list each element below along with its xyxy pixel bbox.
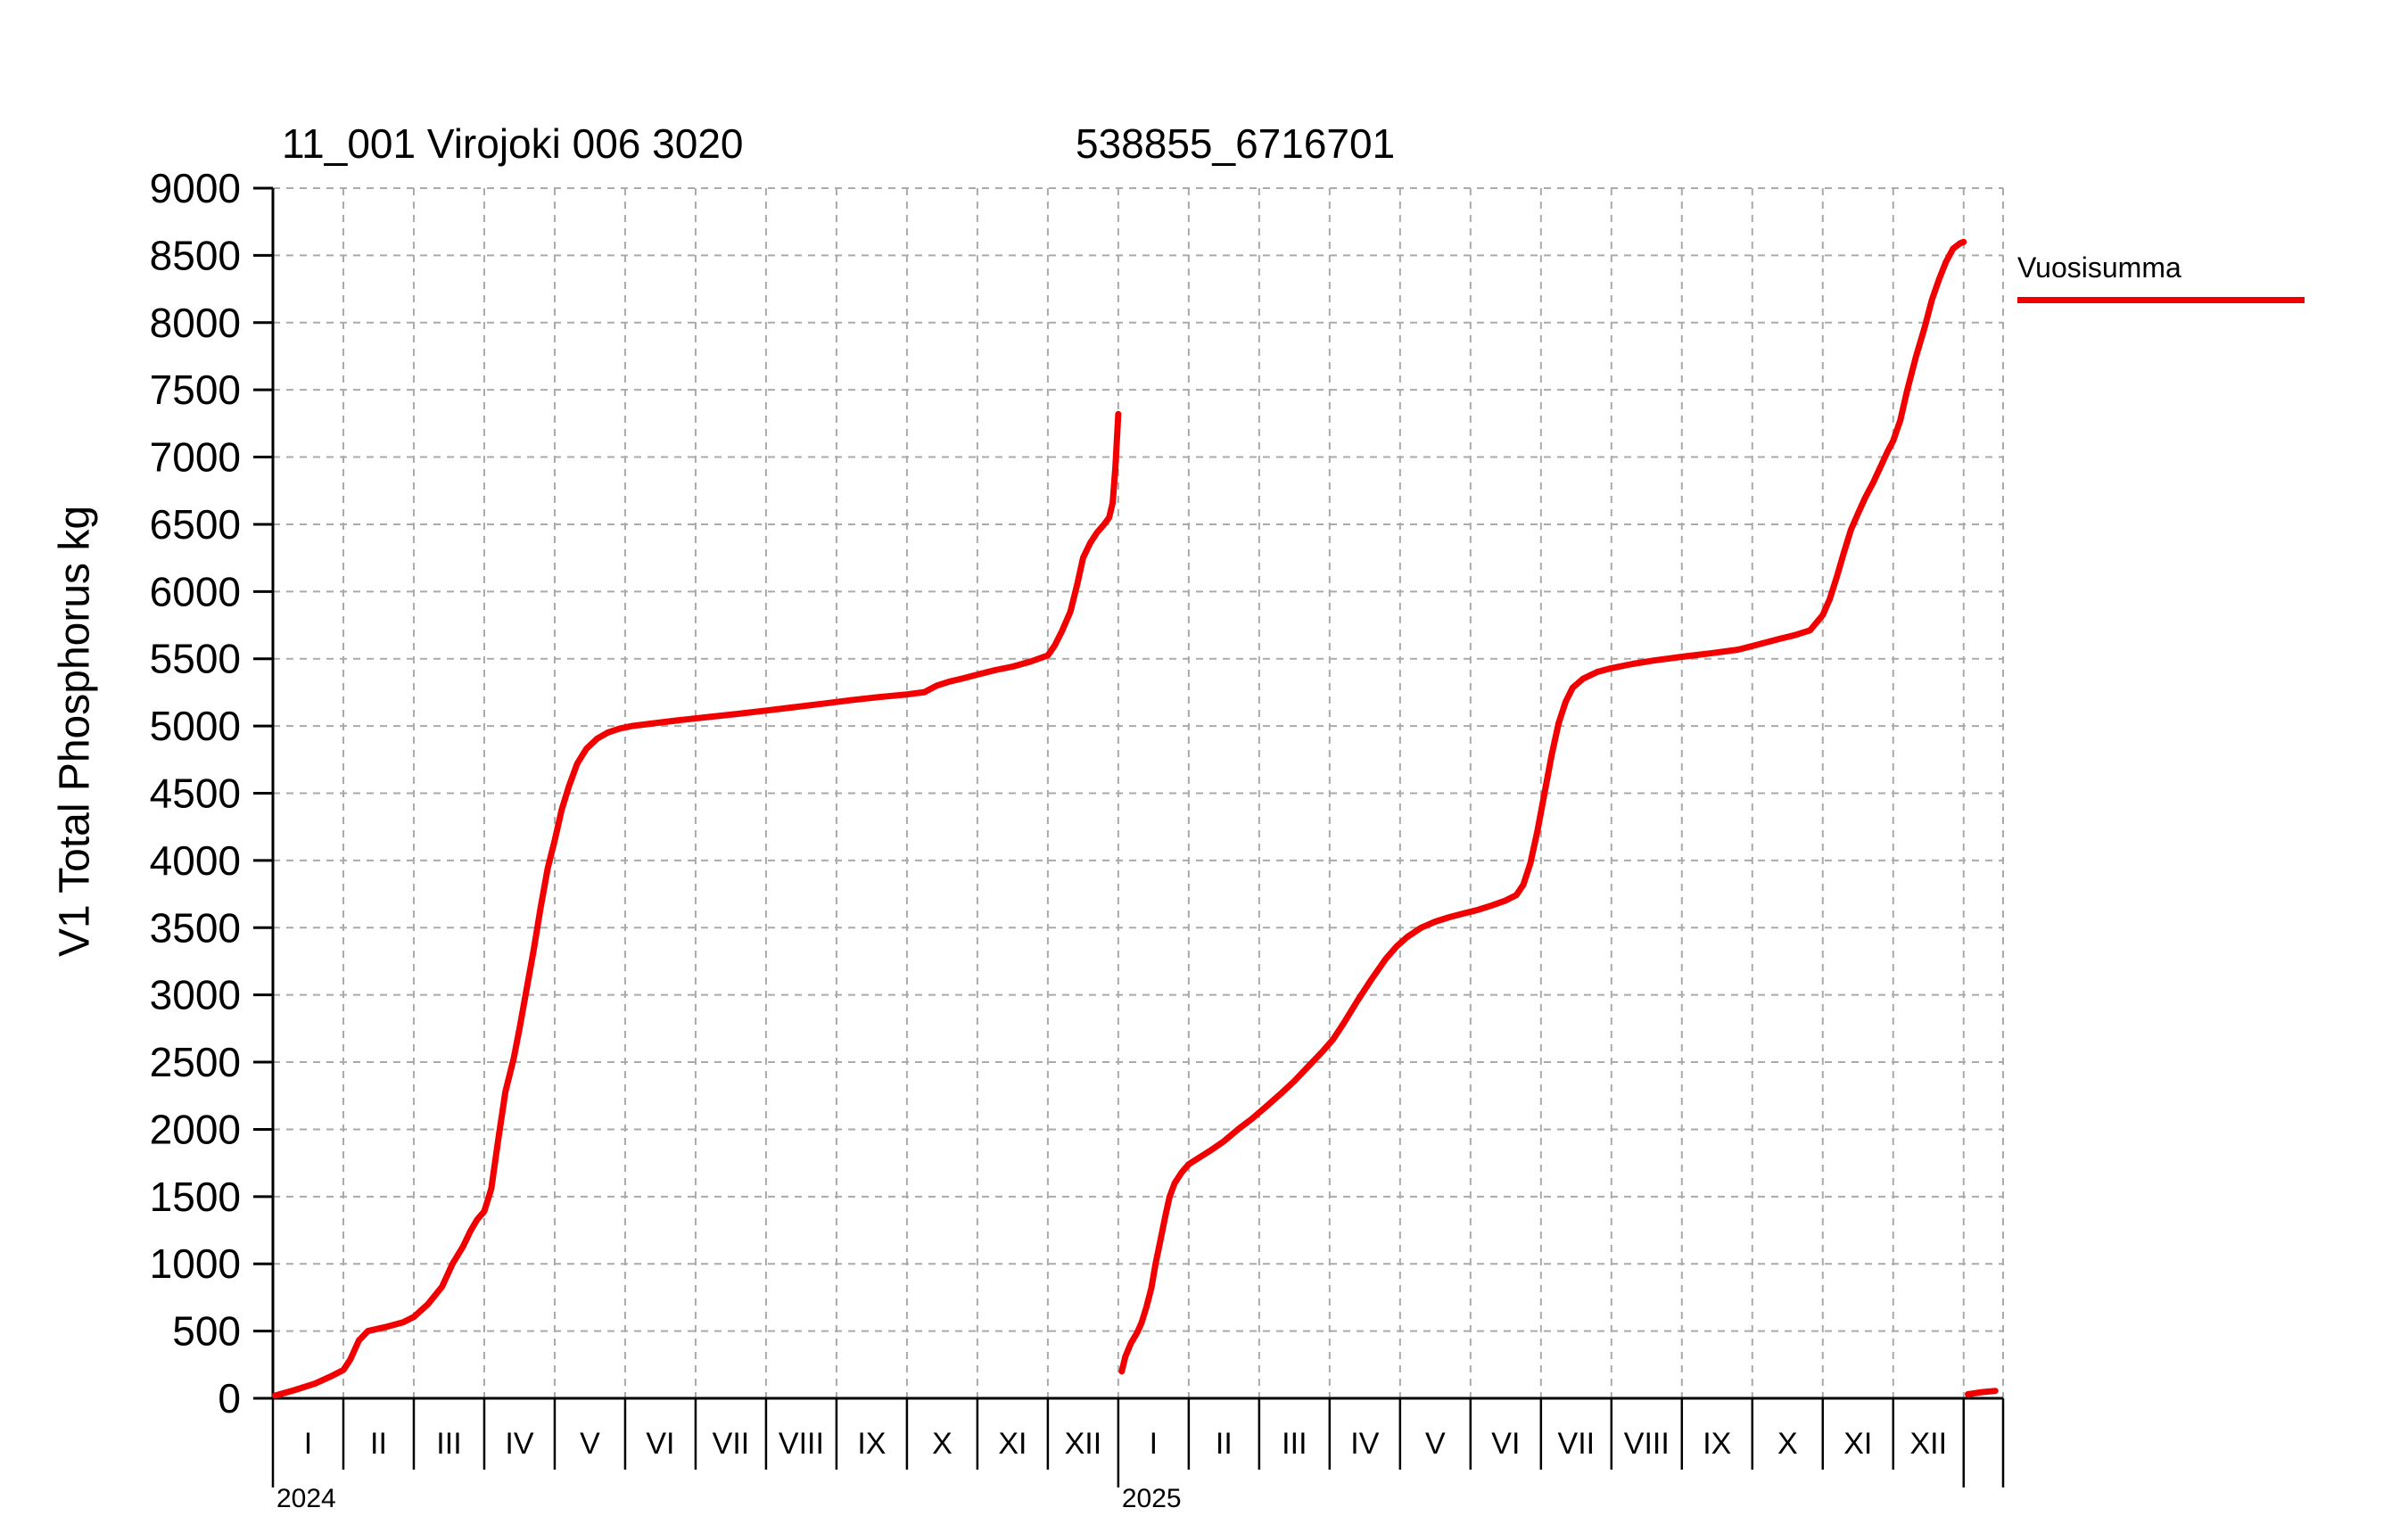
legend: Vuosisumma	[2017, 251, 2305, 303]
series-line	[1118, 238, 1967, 1375]
y-tick-label: 500	[172, 1308, 241, 1355]
month-label: IV	[505, 1427, 533, 1461]
y-tick-label: 4500	[150, 770, 241, 817]
legend-line-sample	[2017, 297, 2305, 303]
series-line	[1965, 1388, 1999, 1397]
y-tick-label: 2000	[150, 1106, 241, 1152]
y-tick-label: 8500	[150, 232, 241, 278]
y-tick-label: 3000	[150, 972, 241, 1018]
month-label: X	[932, 1427, 952, 1461]
month-label: II	[1216, 1427, 1233, 1461]
month-label: XI	[998, 1427, 1027, 1461]
y-tick-label: 1000	[150, 1240, 241, 1287]
series-line	[271, 410, 1122, 1399]
month-label: III	[436, 1427, 461, 1461]
y-tick-label: 4000	[150, 837, 241, 884]
month-label: XII	[1909, 1427, 1947, 1461]
month-label: IX	[1703, 1427, 1731, 1461]
y-tick-label: 6500	[150, 501, 241, 548]
y-tick-label: 2500	[150, 1039, 241, 1085]
month-label: VII	[1558, 1427, 1596, 1461]
legend-label: Vuosisumma	[2017, 251, 2181, 284]
month-label: V	[580, 1427, 600, 1461]
month-label: IV	[1350, 1427, 1379, 1461]
y-tick-label: 0	[218, 1375, 241, 1421]
year-label: 2025	[1122, 1484, 1182, 1513]
month-label: VIII	[779, 1427, 824, 1461]
y-tick-label: 7000	[150, 434, 241, 481]
month-label: I	[1150, 1427, 1158, 1461]
y-tick-label: 9000	[150, 165, 241, 211]
month-label: X	[1777, 1427, 1798, 1461]
month-label: IX	[857, 1427, 886, 1461]
month-label: VIII	[1624, 1427, 1670, 1461]
month-label: VII	[713, 1427, 750, 1461]
month-label: VI	[646, 1427, 674, 1461]
month-label: XII	[1065, 1427, 1102, 1461]
month-label: V	[1425, 1427, 1446, 1461]
y-tick-label: 5000	[150, 703, 241, 749]
month-label: VI	[1491, 1427, 1520, 1461]
y-tick-label: 5500	[150, 636, 241, 682]
month-label: XI	[1843, 1427, 1872, 1461]
y-tick-label: 7500	[150, 367, 241, 413]
y-tick-label: 3500	[150, 904, 241, 951]
month-label: I	[304, 1427, 312, 1461]
month-label: III	[1282, 1427, 1307, 1461]
chart-title-coordinates: 538855_6716701	[1076, 120, 1396, 167]
year-label: 2024	[276, 1484, 336, 1513]
chart-title-station: 11_001 Virojoki 006 3020	[282, 120, 744, 167]
y-tick-label: 6000	[150, 568, 241, 614]
y-tick-label: 1500	[150, 1174, 241, 1220]
month-label: II	[370, 1427, 387, 1461]
y-tick-label: 8000	[150, 300, 241, 346]
y-axis-title: V1 Total Phosphorus kg	[51, 505, 99, 958]
